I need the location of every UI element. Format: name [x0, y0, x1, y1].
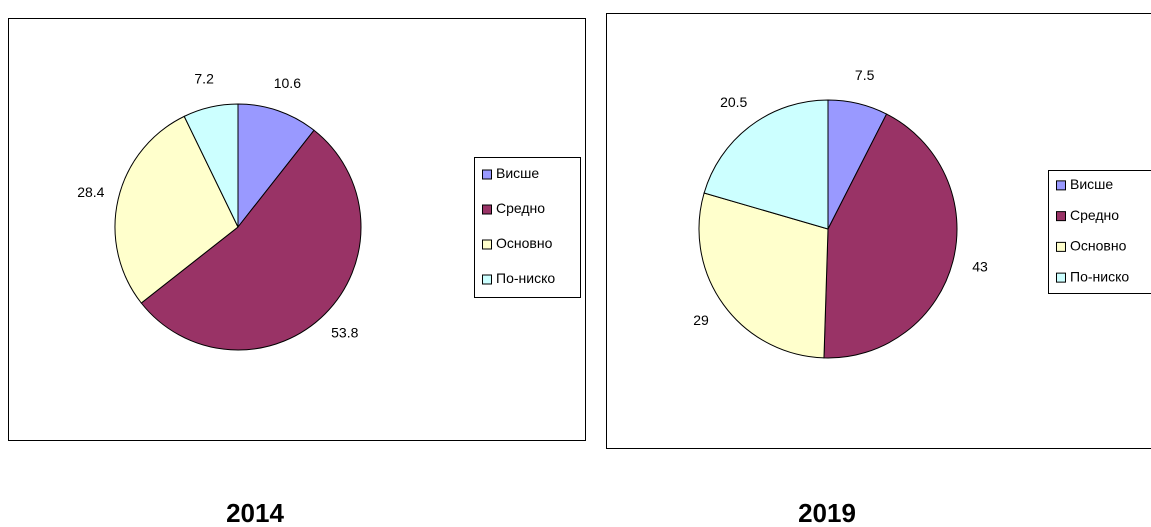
data-label: 43: [972, 259, 988, 275]
legend-swatch: [482, 239, 492, 250]
data-label: 10.6: [274, 75, 301, 91]
legend-swatch: [482, 204, 492, 215]
legend-label: Средно: [1070, 207, 1119, 223]
legend-label: Висше: [1070, 176, 1113, 192]
chart-title: 2014: [226, 498, 284, 527]
data-label: 28.4: [77, 184, 104, 200]
legend-label: Средно: [496, 200, 545, 216]
pie-slice: [114, 115, 239, 304]
legend-swatch: [1056, 211, 1066, 222]
data-label: 7.5: [855, 67, 875, 83]
data-label: 7.2: [194, 71, 214, 87]
legend-swatch: [482, 274, 492, 285]
pie-slice: [703, 99, 829, 230]
legend-label: Основно: [1070, 238, 1127, 254]
legend-swatch: [482, 169, 492, 180]
legend-swatch: [1056, 241, 1066, 252]
pie-slice: [698, 192, 829, 359]
pie-slice: [237, 103, 315, 229]
legend-box: [474, 157, 581, 298]
data-label: 53.8: [331, 324, 358, 340]
data-label: 20.5: [720, 94, 747, 110]
chart-title: 2019: [798, 498, 856, 527]
legend-label: По-ниско: [496, 270, 555, 286]
legend-label: Висше: [496, 165, 539, 181]
pie-slice: [183, 103, 239, 228]
legend-label: По-ниско: [1070, 268, 1129, 284]
legend-label: Основно: [496, 235, 553, 251]
data-label: 29: [693, 312, 709, 328]
legend-swatch: [1056, 180, 1066, 191]
pie-slice: [823, 113, 958, 359]
pie-slice: [140, 129, 362, 351]
legend-swatch: [1056, 272, 1066, 283]
